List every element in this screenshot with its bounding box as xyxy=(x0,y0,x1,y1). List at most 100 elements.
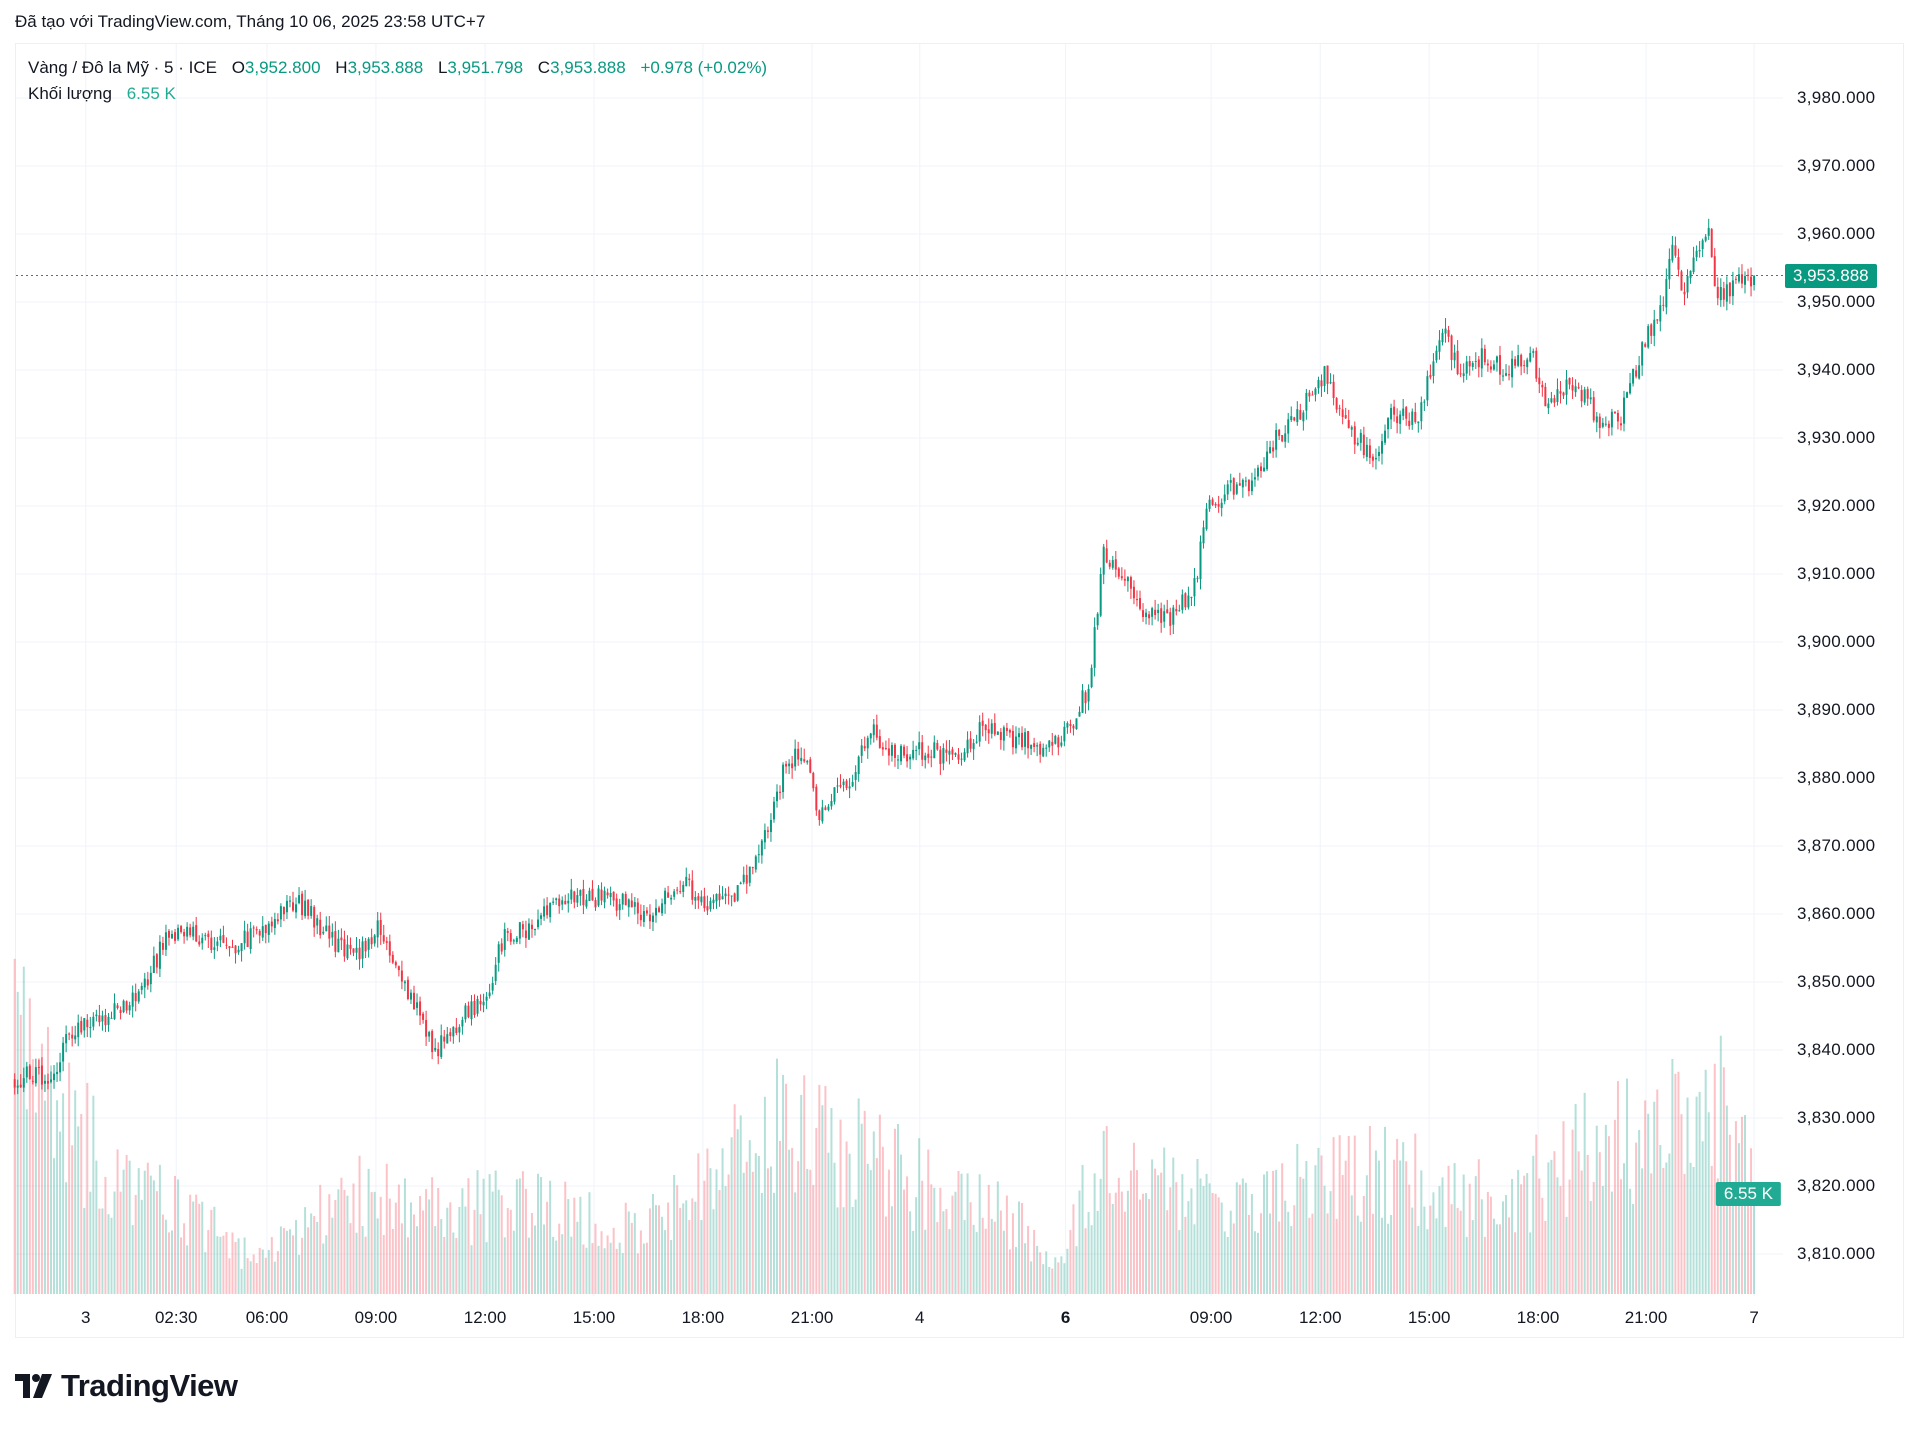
candle xyxy=(322,926,325,936)
candle-body xyxy=(518,922,521,939)
volume-bar xyxy=(824,1086,827,1294)
candle-body xyxy=(1018,733,1020,738)
candle-body xyxy=(854,772,857,780)
volume-bar xyxy=(1154,1168,1157,1294)
candle xyxy=(1435,345,1438,363)
candle xyxy=(1323,365,1326,392)
volume-label[interactable]: Khối lượng xyxy=(28,84,112,103)
candle-body xyxy=(1610,411,1613,428)
volume-bar xyxy=(1356,1215,1359,1294)
candle xyxy=(1508,365,1511,381)
volume-bar xyxy=(349,1223,352,1294)
x-tick-label: 3 xyxy=(81,1308,91,1327)
candle-body xyxy=(1347,420,1350,428)
volume-bar xyxy=(1508,1217,1511,1294)
candle xyxy=(455,1018,458,1036)
volume-bar xyxy=(1565,1216,1568,1294)
candle xyxy=(1538,367,1541,394)
candle-body xyxy=(331,931,334,938)
volume-bar xyxy=(180,1237,183,1294)
volume-bar xyxy=(1123,1211,1126,1294)
candle-body xyxy=(409,992,412,1000)
volume-bar xyxy=(875,1158,878,1294)
candle-body xyxy=(1544,386,1547,407)
volume-bar xyxy=(1117,1177,1120,1294)
candle-body xyxy=(1299,410,1302,420)
volume-bar xyxy=(1468,1183,1471,1294)
candle xyxy=(137,988,140,1004)
candle xyxy=(658,905,661,913)
volume-bar xyxy=(1139,1199,1141,1294)
volume-bar xyxy=(1402,1142,1405,1294)
volume-bar xyxy=(298,1254,301,1294)
candle xyxy=(1166,599,1169,614)
candle xyxy=(842,778,845,792)
candle xyxy=(1169,607,1172,636)
chart-pane[interactable] xyxy=(15,43,1904,1338)
candle-body xyxy=(16,1085,19,1088)
tradingview-logo[interactable]: TradingView xyxy=(15,1368,238,1404)
candle xyxy=(258,929,261,944)
volume-bar xyxy=(1456,1207,1459,1294)
candle-body xyxy=(174,932,177,941)
candle xyxy=(458,1024,461,1043)
candle xyxy=(1117,566,1120,580)
volume-bar xyxy=(1571,1129,1574,1294)
candle-body xyxy=(703,896,706,909)
candle-body xyxy=(1226,484,1229,495)
candle xyxy=(104,1008,107,1033)
volume-bar xyxy=(766,1168,769,1294)
volume-bar xyxy=(712,1209,715,1294)
candle-body xyxy=(116,1005,119,1009)
candle xyxy=(1750,267,1753,297)
logo-text: TradingView xyxy=(61,1368,238,1403)
candle xyxy=(893,743,896,767)
candle xyxy=(558,894,561,914)
volume-bar xyxy=(458,1206,461,1294)
candle xyxy=(1411,408,1414,430)
candle xyxy=(1629,373,1632,395)
volume-bar xyxy=(231,1232,234,1294)
candle xyxy=(618,898,621,920)
candle xyxy=(416,993,419,1016)
candle xyxy=(325,916,328,932)
candle xyxy=(116,1003,119,1010)
candle xyxy=(830,793,833,810)
candle-body xyxy=(812,773,815,789)
candle xyxy=(1740,264,1743,289)
candle xyxy=(1592,391,1595,423)
candle xyxy=(1747,268,1750,281)
candle xyxy=(1039,741,1042,763)
candle xyxy=(394,960,397,969)
candle xyxy=(915,745,918,761)
candle-body xyxy=(285,900,288,913)
volume-bar xyxy=(25,1109,28,1294)
volume-bar xyxy=(648,1208,651,1294)
symbol-title[interactable]: Vàng / Đô la Mỹ · 5 · ICE xyxy=(28,58,217,77)
candle xyxy=(1220,498,1223,517)
candle-body xyxy=(1450,335,1453,360)
volume-bar xyxy=(1396,1138,1399,1294)
candle-body xyxy=(918,742,921,750)
candle-body xyxy=(228,946,231,949)
volume-bar xyxy=(1495,1224,1498,1294)
candle xyxy=(1589,388,1592,405)
candle-body xyxy=(1498,355,1501,375)
candle-body xyxy=(818,810,821,820)
volume-bar xyxy=(1544,1220,1547,1294)
candle-body xyxy=(1381,441,1383,454)
candle-body xyxy=(503,929,506,950)
candle-body xyxy=(636,902,639,914)
volume-bar xyxy=(612,1227,615,1294)
candle xyxy=(1402,398,1405,421)
high-label: H xyxy=(335,58,348,77)
candle-body xyxy=(301,893,304,916)
candle xyxy=(1710,228,1713,258)
candle-body xyxy=(267,923,270,935)
candle-body xyxy=(22,1078,25,1088)
y-tick-label: 3,980.000 xyxy=(1797,88,1876,107)
candle xyxy=(255,926,258,935)
candle xyxy=(676,886,679,895)
candle xyxy=(1562,391,1565,400)
